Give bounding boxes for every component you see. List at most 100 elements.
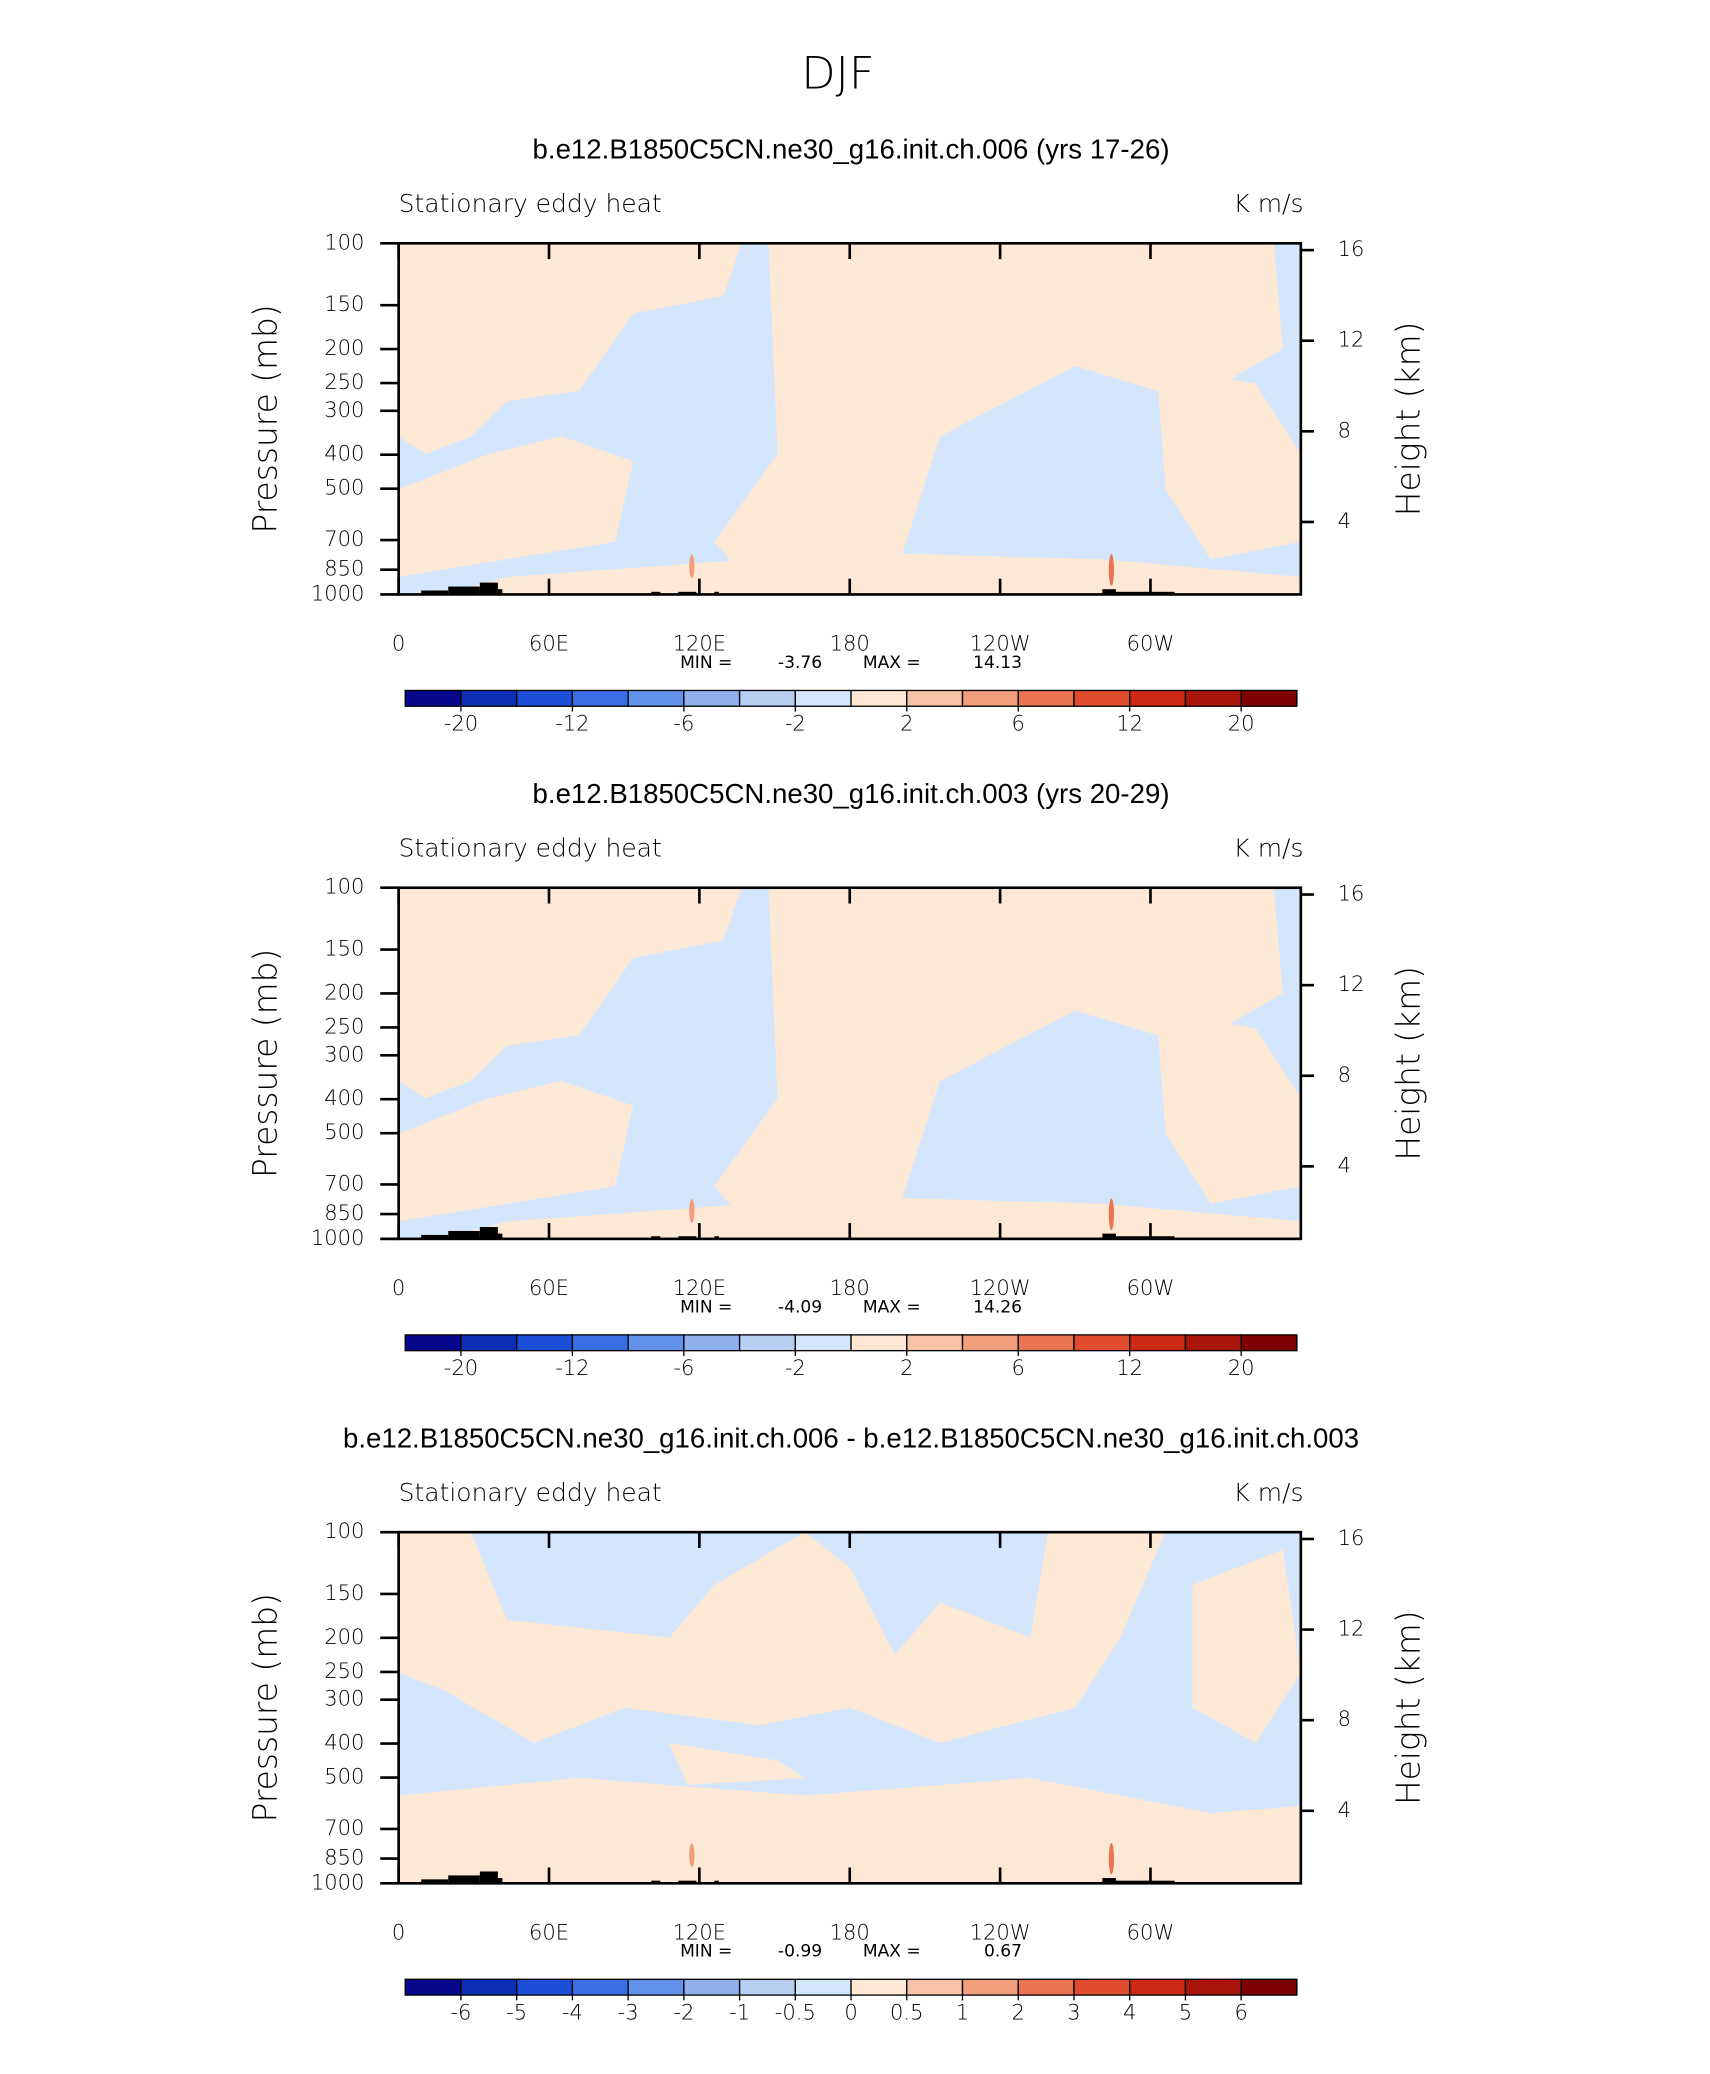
left-string: Stationary eddy heat: [399, 1478, 662, 1507]
y-tick-label: 300: [324, 1686, 364, 1711]
colorbar-box: [627, 1978, 685, 1996]
colorbar-label: -6: [673, 711, 694, 736]
topography: [714, 591, 719, 595]
y-tick-label: 250: [324, 1658, 364, 1683]
colorbar-box: [906, 1978, 964, 1996]
x-tick-label: 120E: [673, 1275, 726, 1300]
colorbar-label: 20: [1228, 1355, 1255, 1380]
x-tick-label: 60W: [1127, 1919, 1175, 1944]
colorbar-box: [460, 1334, 518, 1352]
y2-axis-label: Height (km): [1388, 1610, 1427, 1805]
colorbar-box: [627, 689, 685, 707]
y-tick-label: 850: [324, 556, 364, 581]
colorbar-label: 20: [1228, 711, 1255, 736]
colorbar-box: [961, 1334, 1019, 1352]
y-tick-label: 500: [324, 1764, 364, 1789]
min-label: MIN =: [680, 653, 732, 673]
colorbar-label: -2: [785, 1355, 806, 1380]
y2-tick-label: 8: [1338, 1706, 1351, 1731]
y2-tick-label: 4: [1338, 1152, 1351, 1177]
y-tick-label: 850: [324, 1845, 364, 1870]
colorbar-box: [1129, 1334, 1187, 1352]
x-tick-label: 180: [830, 1275, 870, 1300]
colorbar-label: -12: [555, 1355, 589, 1380]
contour-region: [1156, 1010, 1301, 1204]
colorbar-label: -3: [618, 2000, 639, 2025]
contour-region: [398, 1532, 1166, 1743]
x-tick-label: 120E: [673, 1919, 726, 1944]
topography: [421, 1234, 449, 1239]
colorbar-box: [1240, 689, 1298, 707]
colorbar-box: [1073, 689, 1131, 707]
chart-title: b.e12.B1850C5CN.ne30_g16.init.ch.006 (yr…: [533, 134, 1170, 165]
y-tick-label: 850: [324, 1200, 364, 1225]
y-tick-label: 200: [324, 335, 364, 360]
topography: [497, 1233, 503, 1239]
y-tick-label: 100: [324, 229, 364, 254]
x-tick-label: 120E: [673, 630, 726, 655]
colorbar-box: [738, 689, 796, 707]
y-tick-label: 400: [324, 1085, 364, 1110]
topography: [1102, 589, 1116, 595]
y-tick-label: 1000: [311, 1225, 365, 1250]
y-tick-label: 150: [324, 1580, 364, 1605]
x-tick-label: 180: [830, 1919, 870, 1944]
x-tick-label: 60E: [529, 1275, 569, 1300]
colorbar-box: [906, 1334, 964, 1352]
topography: [678, 591, 697, 595]
topography: [479, 1871, 498, 1884]
min-value: -0.99: [778, 1942, 822, 1962]
contour-region: [669, 1742, 805, 1785]
colorbar-box: [571, 1978, 629, 1996]
x-tick-label: 0: [392, 1275, 405, 1300]
y-tick-label: 100: [324, 1518, 364, 1543]
colorbar-box: [627, 1334, 685, 1352]
y-tick-label: 250: [324, 369, 364, 394]
topography: [1102, 1233, 1116, 1239]
y-tick-label: 200: [324, 979, 364, 1004]
y-tick-label: 200: [324, 1624, 364, 1649]
x-tick-label: 60W: [1127, 1275, 1175, 1300]
topography: [497, 589, 503, 595]
colorbar-box: [683, 1334, 741, 1352]
colorbar-box: [1073, 1334, 1131, 1352]
colorbar-box: [516, 689, 574, 707]
colorbar-label: 3: [1067, 2000, 1080, 2025]
contour-region: [689, 554, 695, 579]
colorbar-box: [906, 689, 964, 707]
colorbar-label: -4: [562, 2000, 583, 2025]
x-tick-label: 60E: [529, 1919, 569, 1944]
topography: [479, 1227, 498, 1239]
contour-region: [398, 887, 742, 1099]
right-string: K m/s: [1233, 1478, 1303, 1507]
colorbar-box: [571, 1334, 629, 1352]
colorbar-box: [516, 1978, 574, 1996]
colorbar-box: [794, 1978, 852, 1996]
colorbar-box: [683, 1978, 741, 1996]
colorbar-label: -12: [555, 711, 589, 736]
right-string: K m/s: [1233, 189, 1303, 218]
colorbar-box: [1240, 1978, 1298, 1996]
colorbar-label: -2: [673, 2000, 694, 2025]
max-value: 0.67: [984, 1942, 1022, 1962]
contour-region: [1108, 1198, 1115, 1231]
contour-region: [1192, 1549, 1301, 1743]
right-string: K m/s: [1233, 834, 1303, 863]
colorbar-box: [961, 1978, 1019, 1996]
y2-tick-label: 16: [1338, 1525, 1365, 1550]
colorbar-box: [1184, 1978, 1242, 1996]
colorbar-label: 6: [1234, 2000, 1247, 2025]
colorbar-label: 2: [1012, 2000, 1025, 2025]
topography: [448, 586, 480, 595]
colorbar-label: 5: [1179, 2000, 1192, 2025]
colorbar-box: [404, 689, 462, 707]
contour-region: [398, 1777, 1301, 1884]
colorbar-box: [1017, 689, 1075, 707]
colorbar-label: -20: [444, 711, 478, 736]
min-label: MIN =: [680, 1297, 732, 1317]
x-tick-label: 180: [830, 630, 870, 655]
colorbar-label: -1: [729, 2000, 750, 2025]
topography: [421, 1879, 449, 1884]
contour-region: [398, 1080, 634, 1222]
colorbar-box: [794, 1334, 852, 1352]
